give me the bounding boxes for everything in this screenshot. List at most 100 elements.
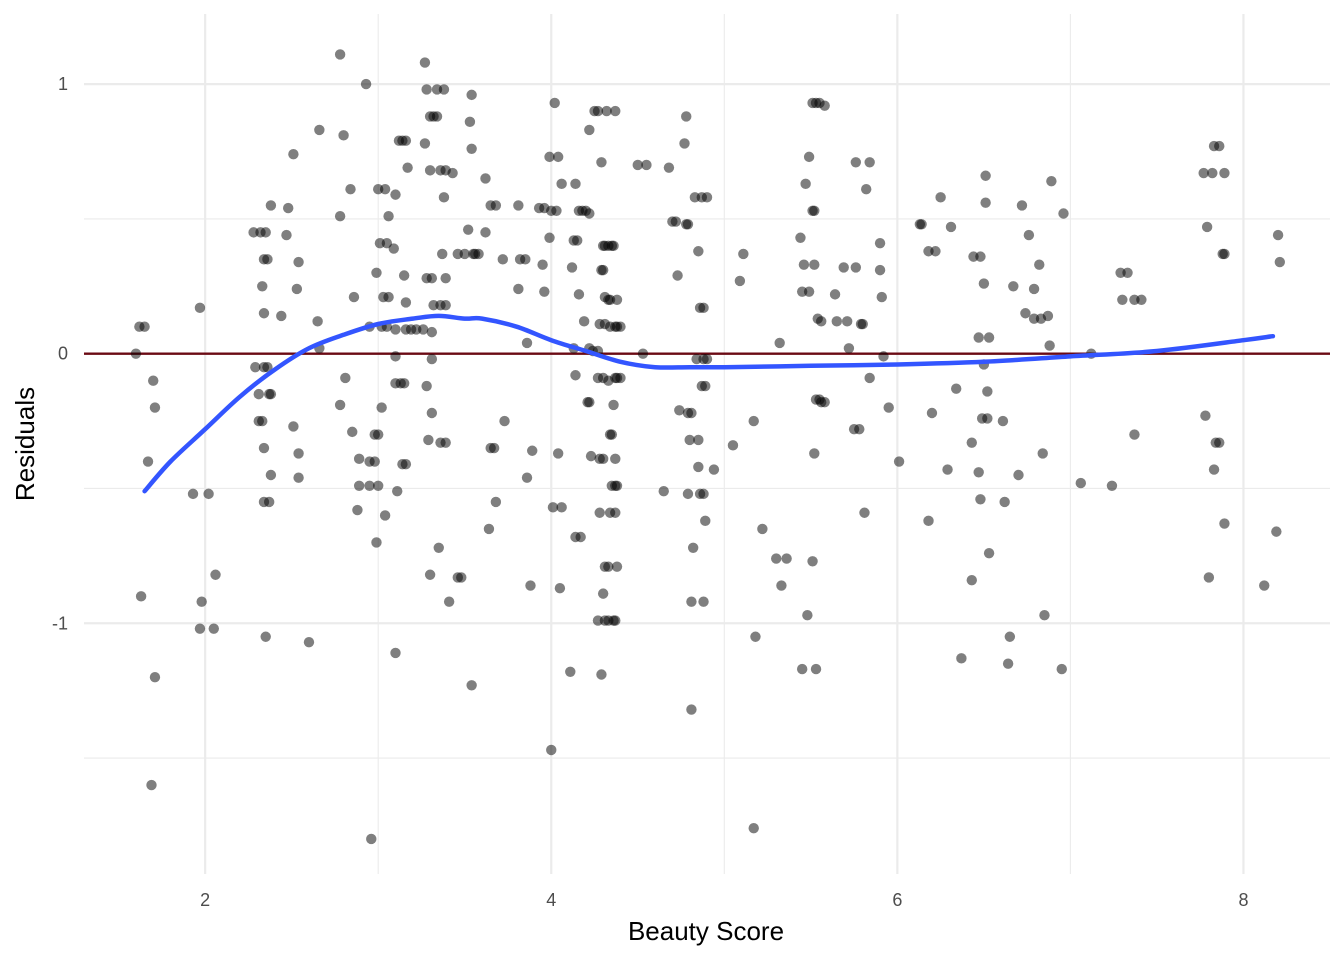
- data-point: [686, 704, 697, 715]
- data-point: [935, 192, 946, 203]
- data-point: [293, 448, 304, 459]
- data-point: [334, 49, 346, 60]
- data-point: [637, 348, 649, 359]
- data-point: [440, 437, 451, 448]
- data-point: [819, 397, 830, 408]
- data-point: [570, 178, 581, 190]
- data-point: [597, 264, 609, 276]
- data-point: [982, 386, 993, 397]
- data-point: [281, 229, 292, 241]
- data-point: [727, 440, 739, 451]
- data-point: [426, 273, 438, 284]
- data-point: [748, 822, 759, 834]
- data-point: [956, 653, 967, 664]
- data-point: [686, 407, 697, 419]
- x-axis-title: Beauty Score: [628, 916, 784, 946]
- data-point: [447, 167, 458, 179]
- data-point: [592, 105, 604, 117]
- data-point: [424, 165, 436, 176]
- data-point: [546, 744, 557, 756]
- data-point: [440, 273, 451, 284]
- data-point: [1214, 140, 1225, 152]
- data-point: [398, 378, 410, 389]
- data-point: [438, 192, 450, 203]
- data-point: [148, 375, 159, 386]
- data-point: [771, 553, 782, 564]
- data-point: [537, 259, 548, 270]
- data-point: [1274, 256, 1286, 268]
- data-point: [570, 531, 581, 543]
- data-point: [364, 480, 375, 491]
- data-point: [1058, 208, 1069, 219]
- data-point: [796, 663, 808, 675]
- data-point: [578, 316, 590, 327]
- data-point: [194, 623, 206, 634]
- data-point: [854, 423, 865, 435]
- data-point: [1002, 658, 1014, 669]
- data-point: [608, 240, 619, 252]
- data-point: [573, 289, 585, 300]
- data-point: [681, 111, 692, 122]
- data-point: [369, 456, 380, 467]
- data-point: [431, 111, 443, 122]
- data-point: [708, 464, 720, 475]
- data-point: [250, 361, 261, 373]
- data-point: [490, 496, 502, 508]
- data-point: [980, 197, 991, 208]
- data-point: [983, 332, 995, 343]
- data-point: [973, 332, 984, 343]
- data-point: [809, 205, 820, 217]
- data-point: [585, 450, 597, 462]
- data-point: [433, 542, 444, 553]
- data-point: [978, 278, 990, 289]
- data-point: [497, 254, 508, 265]
- data-point: [262, 254, 273, 265]
- data-point: [203, 488, 214, 500]
- data-point: [584, 208, 595, 219]
- data-point: [597, 453, 609, 465]
- data-point: [149, 671, 161, 683]
- y-axis-title: Residuals: [10, 387, 40, 501]
- data-point: [1034, 259, 1045, 270]
- data-point: [426, 407, 438, 419]
- data-point: [795, 232, 806, 243]
- data-point: [544, 151, 555, 163]
- data-point: [556, 502, 567, 513]
- data-point: [1044, 340, 1055, 351]
- data-point: [527, 445, 538, 456]
- data-point: [417, 324, 429, 335]
- data-point: [693, 461, 704, 473]
- data-point: [670, 216, 682, 227]
- data-point: [464, 116, 476, 128]
- data-point: [1004, 631, 1016, 642]
- data-point: [334, 399, 346, 411]
- data-point: [1272, 229, 1284, 241]
- data-point: [435, 299, 446, 311]
- data-point: [983, 547, 995, 559]
- data-point: [1013, 469, 1024, 481]
- data-point: [426, 326, 438, 338]
- data-point: [565, 666, 576, 678]
- x-tick-label: 8: [1238, 890, 1248, 910]
- data-point: [437, 248, 448, 260]
- y-tick-label: -1: [52, 613, 68, 633]
- data-point: [390, 189, 401, 200]
- data-point: [456, 572, 467, 583]
- data-point: [1198, 167, 1209, 179]
- data-point: [513, 200, 524, 211]
- data-point: [372, 429, 384, 440]
- data-point: [1008, 281, 1019, 292]
- data-point: [1046, 175, 1057, 187]
- data-point: [1201, 221, 1213, 233]
- data-point: [1203, 572, 1215, 583]
- data-point: [139, 321, 150, 332]
- data-point: [549, 97, 560, 109]
- data-point: [142, 456, 154, 467]
- data-point: [816, 316, 827, 327]
- smooth-trend-line: [142, 313, 1276, 494]
- data-point: [1136, 294, 1147, 305]
- data-point: [603, 561, 614, 572]
- x-axis-tick-labels: 2 4 6 8: [200, 890, 1248, 910]
- data-point: [611, 294, 623, 305]
- data-point: [807, 556, 818, 567]
